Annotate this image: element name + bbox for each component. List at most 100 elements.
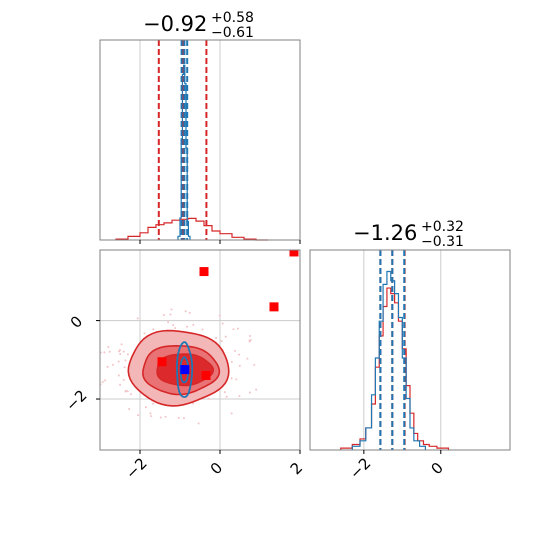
sample-point — [253, 363, 256, 366]
sample-point — [192, 323, 195, 326]
red-marker — [199, 267, 209, 277]
panel-frame — [309, 249, 511, 451]
sample-point — [218, 314, 221, 317]
sample-point — [177, 416, 180, 419]
sample-point — [232, 328, 235, 331]
sample-point — [126, 390, 129, 393]
title-param-1: −0.92 +0.58 −0.61 — [143, 10, 254, 41]
sample-point — [215, 336, 218, 339]
sample-point — [124, 390, 127, 393]
sample-point — [129, 393, 132, 396]
title-param-2-upper: +0.32 — [421, 219, 464, 235]
title-param-2-lower: −0.31 — [421, 234, 464, 250]
x-tick-label: 0 — [207, 459, 226, 478]
sample-point — [221, 322, 224, 325]
red-marker — [201, 370, 211, 380]
x-tick-label: 2 — [287, 459, 306, 478]
red-marker — [269, 302, 279, 312]
sample-point — [107, 345, 110, 348]
sample-point — [224, 335, 227, 338]
sample-point — [103, 351, 106, 354]
sample-point — [111, 363, 114, 366]
sample-point — [230, 377, 233, 380]
sample-point — [238, 353, 241, 356]
sample-point — [182, 417, 185, 420]
sample-point — [236, 327, 239, 330]
y-tick-label: −2 — [62, 386, 90, 414]
histogram-param-1-panel — [99, 39, 301, 244]
sample-point — [150, 415, 153, 418]
sample-point — [118, 349, 121, 352]
sample-point — [225, 395, 228, 398]
sample-point — [235, 378, 238, 381]
sample-point — [136, 317, 139, 320]
sample-point — [123, 366, 126, 369]
sample-point — [233, 349, 236, 352]
blue-histogram — [351, 270, 426, 450]
sample-point — [172, 324, 175, 327]
sample-point — [120, 343, 123, 346]
sample-point — [174, 327, 177, 330]
blue-marker — [180, 365, 190, 375]
x-tick-label: 0 — [427, 459, 446, 478]
sample-point — [117, 374, 120, 377]
sample-point — [167, 321, 170, 324]
sample-point — [106, 365, 109, 368]
sample-point — [184, 310, 187, 313]
sample-point — [223, 391, 226, 394]
sample-point — [108, 350, 111, 353]
red-histogram — [115, 217, 268, 241]
sample-point — [149, 412, 152, 415]
title-param-1-value: −0.92 — [143, 12, 207, 36]
sample-point — [144, 406, 147, 409]
sample-point — [143, 332, 146, 335]
sample-point — [122, 350, 125, 353]
sample-point — [238, 364, 241, 367]
blue-contour-outer — [176, 341, 194, 398]
sample-point — [246, 357, 249, 360]
sample-point — [248, 340, 251, 343]
sample-point — [119, 383, 122, 386]
sample-point — [188, 311, 191, 314]
sample-point — [170, 308, 173, 311]
sample-point — [119, 352, 122, 355]
sample-point — [238, 395, 241, 398]
sample-point — [152, 402, 155, 405]
panel-frame — [99, 39, 301, 241]
sample-point — [230, 412, 233, 415]
red-marker — [157, 357, 167, 367]
title-param-1-upper: +0.58 — [211, 10, 254, 26]
sample-point — [197, 422, 200, 425]
sample-point — [122, 378, 125, 381]
red-histogram — [340, 287, 450, 450]
histogram-param-2-panel: −2 0 — [309, 249, 511, 483]
title-param-2-value: −1.26 — [353, 221, 417, 245]
sample-point — [162, 314, 165, 317]
sample-point — [124, 359, 127, 362]
sample-point — [249, 391, 252, 394]
sample-point — [104, 379, 107, 382]
sample-point — [101, 380, 104, 383]
red-marker — [289, 250, 299, 257]
sample-point — [126, 353, 129, 356]
sample-point — [169, 313, 172, 316]
sample-point — [192, 402, 195, 405]
sample-point — [159, 416, 162, 419]
sample-point — [207, 397, 210, 400]
sample-point — [230, 360, 233, 363]
y-tick-label: 0 — [67, 312, 86, 331]
joint-content — [100, 250, 299, 425]
sample-point — [152, 328, 155, 331]
sample-point — [137, 414, 140, 417]
x-tick-label: −2 — [122, 454, 150, 482]
sample-point — [220, 340, 223, 343]
panel-frame — [99, 249, 301, 451]
joint-contour-panel: −2 0 2 −2 0 — [62, 249, 306, 483]
sample-point — [201, 328, 204, 331]
title-param-2: −1.26 +0.32 −0.31 — [353, 219, 464, 250]
sample-point — [186, 325, 189, 328]
sample-point — [128, 408, 131, 411]
sample-point — [249, 335, 252, 338]
title-param-1-lower: −0.61 — [211, 25, 254, 41]
